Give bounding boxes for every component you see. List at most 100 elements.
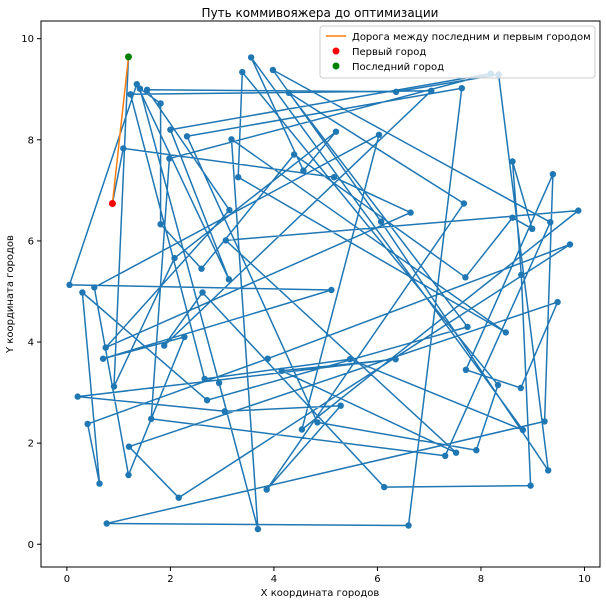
city-point [222, 237, 229, 244]
city-point [181, 333, 188, 341]
legend: Дорога между последним и первым городом … [319, 25, 596, 79]
legend-last-city-swatch [332, 62, 340, 70]
y-tick-label: 2 [28, 439, 34, 450]
city-point [337, 402, 344, 409]
ticks-layer: 0 2 4 6 8 10 0 2 4 6 8 10 [21, 34, 591, 585]
city-point [103, 520, 110, 527]
city-point [74, 393, 81, 400]
city-point [136, 85, 144, 92]
city-point [84, 420, 91, 428]
series-layer [66, 53, 582, 533]
city-point [541, 418, 548, 425]
city-point [509, 158, 516, 165]
first-city-marker [108, 200, 116, 208]
city-point [554, 298, 561, 306]
city-point [226, 206, 233, 214]
city-point [166, 155, 173, 162]
city-point [99, 355, 107, 362]
city-point [254, 525, 262, 533]
city-point [464, 323, 471, 331]
city-point [407, 209, 414, 216]
city-point [502, 329, 509, 336]
city-point [66, 281, 73, 289]
city-point [157, 221, 164, 228]
city-point [547, 219, 554, 226]
city-point [183, 133, 191, 140]
city-point [247, 54, 255, 61]
city-point [575, 207, 582, 214]
city-point [203, 397, 211, 404]
city-point [198, 265, 205, 272]
city-point [314, 419, 321, 426]
city-point [148, 415, 155, 423]
plot-area [40, 20, 601, 568]
city-point [263, 486, 270, 493]
city-point [375, 131, 383, 138]
city-point [125, 443, 133, 450]
city-point [549, 171, 557, 178]
city-point [494, 381, 502, 389]
city-point [199, 289, 206, 296]
chart-title: Путь коммивояжера до оптимизации [202, 6, 439, 20]
city-point [529, 225, 536, 232]
x-axis-label: X координата городов [261, 588, 380, 599]
y-axis-label: Y координата городов [5, 235, 16, 354]
y-tick-label: 10 [21, 34, 34, 45]
city-point [157, 100, 164, 107]
city-point [332, 128, 340, 135]
city-point [519, 426, 527, 434]
city-point [566, 241, 574, 248]
closing-road-line [111, 56, 130, 204]
city-point [452, 449, 460, 456]
city-point [120, 145, 127, 152]
city-point [330, 174, 338, 181]
city-point [91, 284, 98, 291]
city-point [328, 286, 335, 294]
city-point [428, 87, 435, 95]
city-point [377, 218, 385, 225]
city-point [462, 274, 469, 281]
axes-frame [40, 20, 601, 568]
x-tick-label: 6 [374, 574, 380, 585]
city-point [545, 467, 552, 474]
city-point [509, 214, 516, 221]
y-tick-label: 6 [28, 236, 34, 247]
city-point [264, 355, 271, 362]
city-point [96, 480, 103, 487]
city-point [392, 356, 399, 363]
city-point [221, 408, 228, 415]
city-point [239, 68, 246, 76]
city-point [102, 344, 109, 351]
city-point [346, 356, 354, 363]
city-point [228, 136, 235, 143]
city-point [518, 271, 525, 278]
city-point [285, 89, 293, 97]
city-point [298, 426, 306, 433]
city-point [110, 383, 118, 390]
city-point [462, 366, 470, 373]
city-point [215, 379, 223, 387]
y-tick-label: 8 [28, 135, 34, 146]
city-point [167, 126, 174, 133]
city-point [269, 66, 277, 74]
city-point [300, 167, 307, 174]
city-point [127, 91, 134, 98]
city-point [460, 200, 468, 207]
city-point [517, 384, 524, 392]
legend-closing-road-label: Дорога между последним и первым городом [352, 32, 591, 43]
x-tick-label: 0 [64, 574, 70, 585]
city-point [527, 482, 534, 489]
city-point [225, 276, 233, 283]
city-point [473, 447, 480, 454]
city-point [405, 522, 412, 529]
city-point [442, 452, 449, 459]
city-point [381, 483, 388, 491]
legend-first-city-label: Первый город [352, 47, 426, 58]
city-point [133, 81, 140, 88]
city-point [458, 85, 465, 92]
legend-frame [319, 25, 596, 79]
city-point [79, 289, 86, 296]
city-point [161, 342, 168, 349]
